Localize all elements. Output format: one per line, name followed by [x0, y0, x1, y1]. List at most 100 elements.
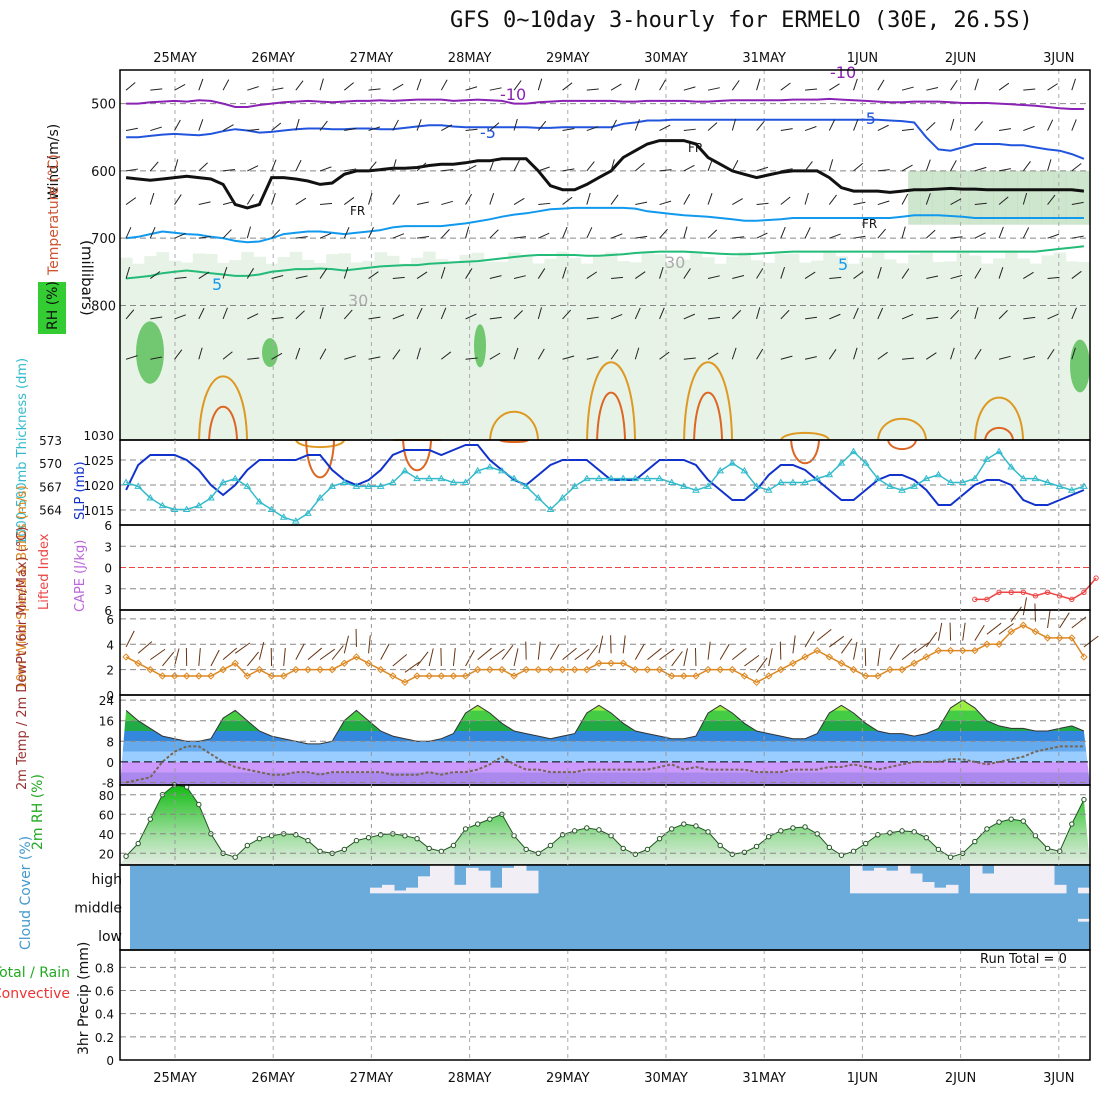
- wind-barb: [1071, 235, 1084, 239]
- wind-barb: [465, 193, 473, 205]
- wind-speed-marker: [813, 646, 821, 655]
- rh-marker: [899, 828, 905, 834]
- rh-band-moist: [1041, 170, 1055, 225]
- wind-barb: [659, 266, 664, 279]
- wind-barb: [537, 307, 543, 320]
- thickness-marker: [801, 478, 809, 485]
- wind-speed-marker: [486, 665, 494, 674]
- rh-marker: [414, 835, 420, 842]
- temp-color-band: [120, 741, 1090, 752]
- rh-band: [398, 263, 412, 440]
- wind-speed-marker: [983, 640, 991, 648]
- rh-marker: [1020, 818, 1027, 824]
- wind-barb-10m: [974, 625, 985, 641]
- rh-band: [326, 254, 339, 440]
- wind-barb-10m: [125, 630, 135, 648]
- wind-barb: [198, 347, 203, 360]
- rh-marker: [256, 835, 263, 842]
- wind-barb: [392, 314, 405, 320]
- slp-frame: [119, 439, 1091, 526]
- thickness-marker: [170, 505, 179, 513]
- lifted-index-marker: [1081, 589, 1087, 595]
- wind-barb: [513, 159, 520, 172]
- wind-barb: [828, 159, 834, 172]
- wind-barb-10m: [841, 638, 853, 654]
- wind-speed-marker: [207, 672, 215, 680]
- wind-speed-marker: [971, 646, 979, 655]
- thickness-marker: [667, 478, 676, 485]
- cloud-cell: [1006, 865, 1019, 894]
- wind-barb-10m: [732, 647, 747, 661]
- wind-barb: [756, 268, 764, 279]
- thickness-marker: [413, 474, 421, 482]
- wind-speed-marker: [1019, 621, 1028, 629]
- cloud-cell: [454, 884, 467, 894]
- wind-barb: [925, 229, 936, 239]
- wind-speed-marker: [195, 672, 203, 680]
- wind-barb-10m: [622, 635, 626, 654]
- thickness-marker: [789, 478, 797, 485]
- wind-barb: [295, 197, 307, 205]
- wind-barb-10m: [1083, 635, 1099, 648]
- rh-band: [253, 256, 266, 440]
- wind-barb: [1022, 160, 1031, 172]
- wind-barb: [150, 88, 163, 91]
- wind-barb-10m: [331, 645, 344, 660]
- rh-marker: [365, 834, 372, 841]
- wind-barb: [780, 196, 791, 205]
- wind-barb: [343, 266, 349, 279]
- wind-barb: [950, 309, 960, 320]
- wind-barb: [1071, 270, 1082, 279]
- rh-band: [592, 255, 606, 440]
- wind-barb: [610, 233, 623, 239]
- wind-barb: [1023, 271, 1034, 279]
- wind-barb: [440, 229, 450, 239]
- rh-band: [738, 251, 751, 440]
- wind-barb: [804, 126, 817, 132]
- rh-marker: [135, 840, 141, 847]
- wind-speed-marker: [473, 665, 482, 674]
- cloud-cell: [370, 887, 383, 894]
- wind-barb-10m: [404, 661, 420, 673]
- rh-marker: [353, 837, 360, 844]
- wind-barb: [538, 166, 550, 172]
- slp-ytick-label: 1025: [83, 454, 114, 468]
- wind-barb-10m: [1047, 610, 1051, 628]
- thickness-marker: [328, 482, 337, 489]
- date-label-bottom: 28MAY: [448, 1071, 492, 1086]
- rh-marker: [947, 854, 954, 860]
- precip-axis-label: 3hr Precip (mm): [76, 942, 92, 1055]
- rh-band: [980, 263, 994, 440]
- wind-barb: [804, 227, 811, 239]
- wind-barb: [222, 266, 228, 279]
- wind-barb: [586, 271, 598, 279]
- rh-marker: [474, 821, 481, 827]
- wind-speed-marker: [279, 672, 288, 680]
- wind-axis-label: Wind (m/s): [46, 124, 62, 200]
- wind-barb: [538, 202, 551, 206]
- wind-barb: [125, 168, 138, 172]
- rh-marker: [923, 834, 930, 841]
- wind-barb-10m: [562, 647, 577, 661]
- wind-barb: [659, 200, 672, 206]
- wind-barb: [1023, 88, 1036, 91]
- rh-marker: [996, 819, 1002, 825]
- wind-barb: [416, 347, 421, 360]
- rh-legend-swatch: [38, 282, 66, 334]
- precip-ytick-label: 0.8: [95, 961, 114, 975]
- thickness-marker: [898, 486, 906, 493]
- rh-band-moist: [993, 170, 1006, 225]
- rh-band: [859, 257, 873, 440]
- wind-barb: [853, 201, 866, 206]
- rh-band: [896, 263, 909, 440]
- rh-band: [956, 252, 970, 440]
- wind-barb: [707, 193, 713, 205]
- wind-barb: [780, 226, 786, 239]
- wind-speed-marker: [449, 672, 458, 680]
- rh-band: [483, 261, 497, 440]
- isotherm-15: [489, 410, 540, 441]
- wind-barb: [246, 194, 254, 205]
- wind-barb: [392, 83, 404, 91]
- rh-band-moist: [1029, 170, 1042, 225]
